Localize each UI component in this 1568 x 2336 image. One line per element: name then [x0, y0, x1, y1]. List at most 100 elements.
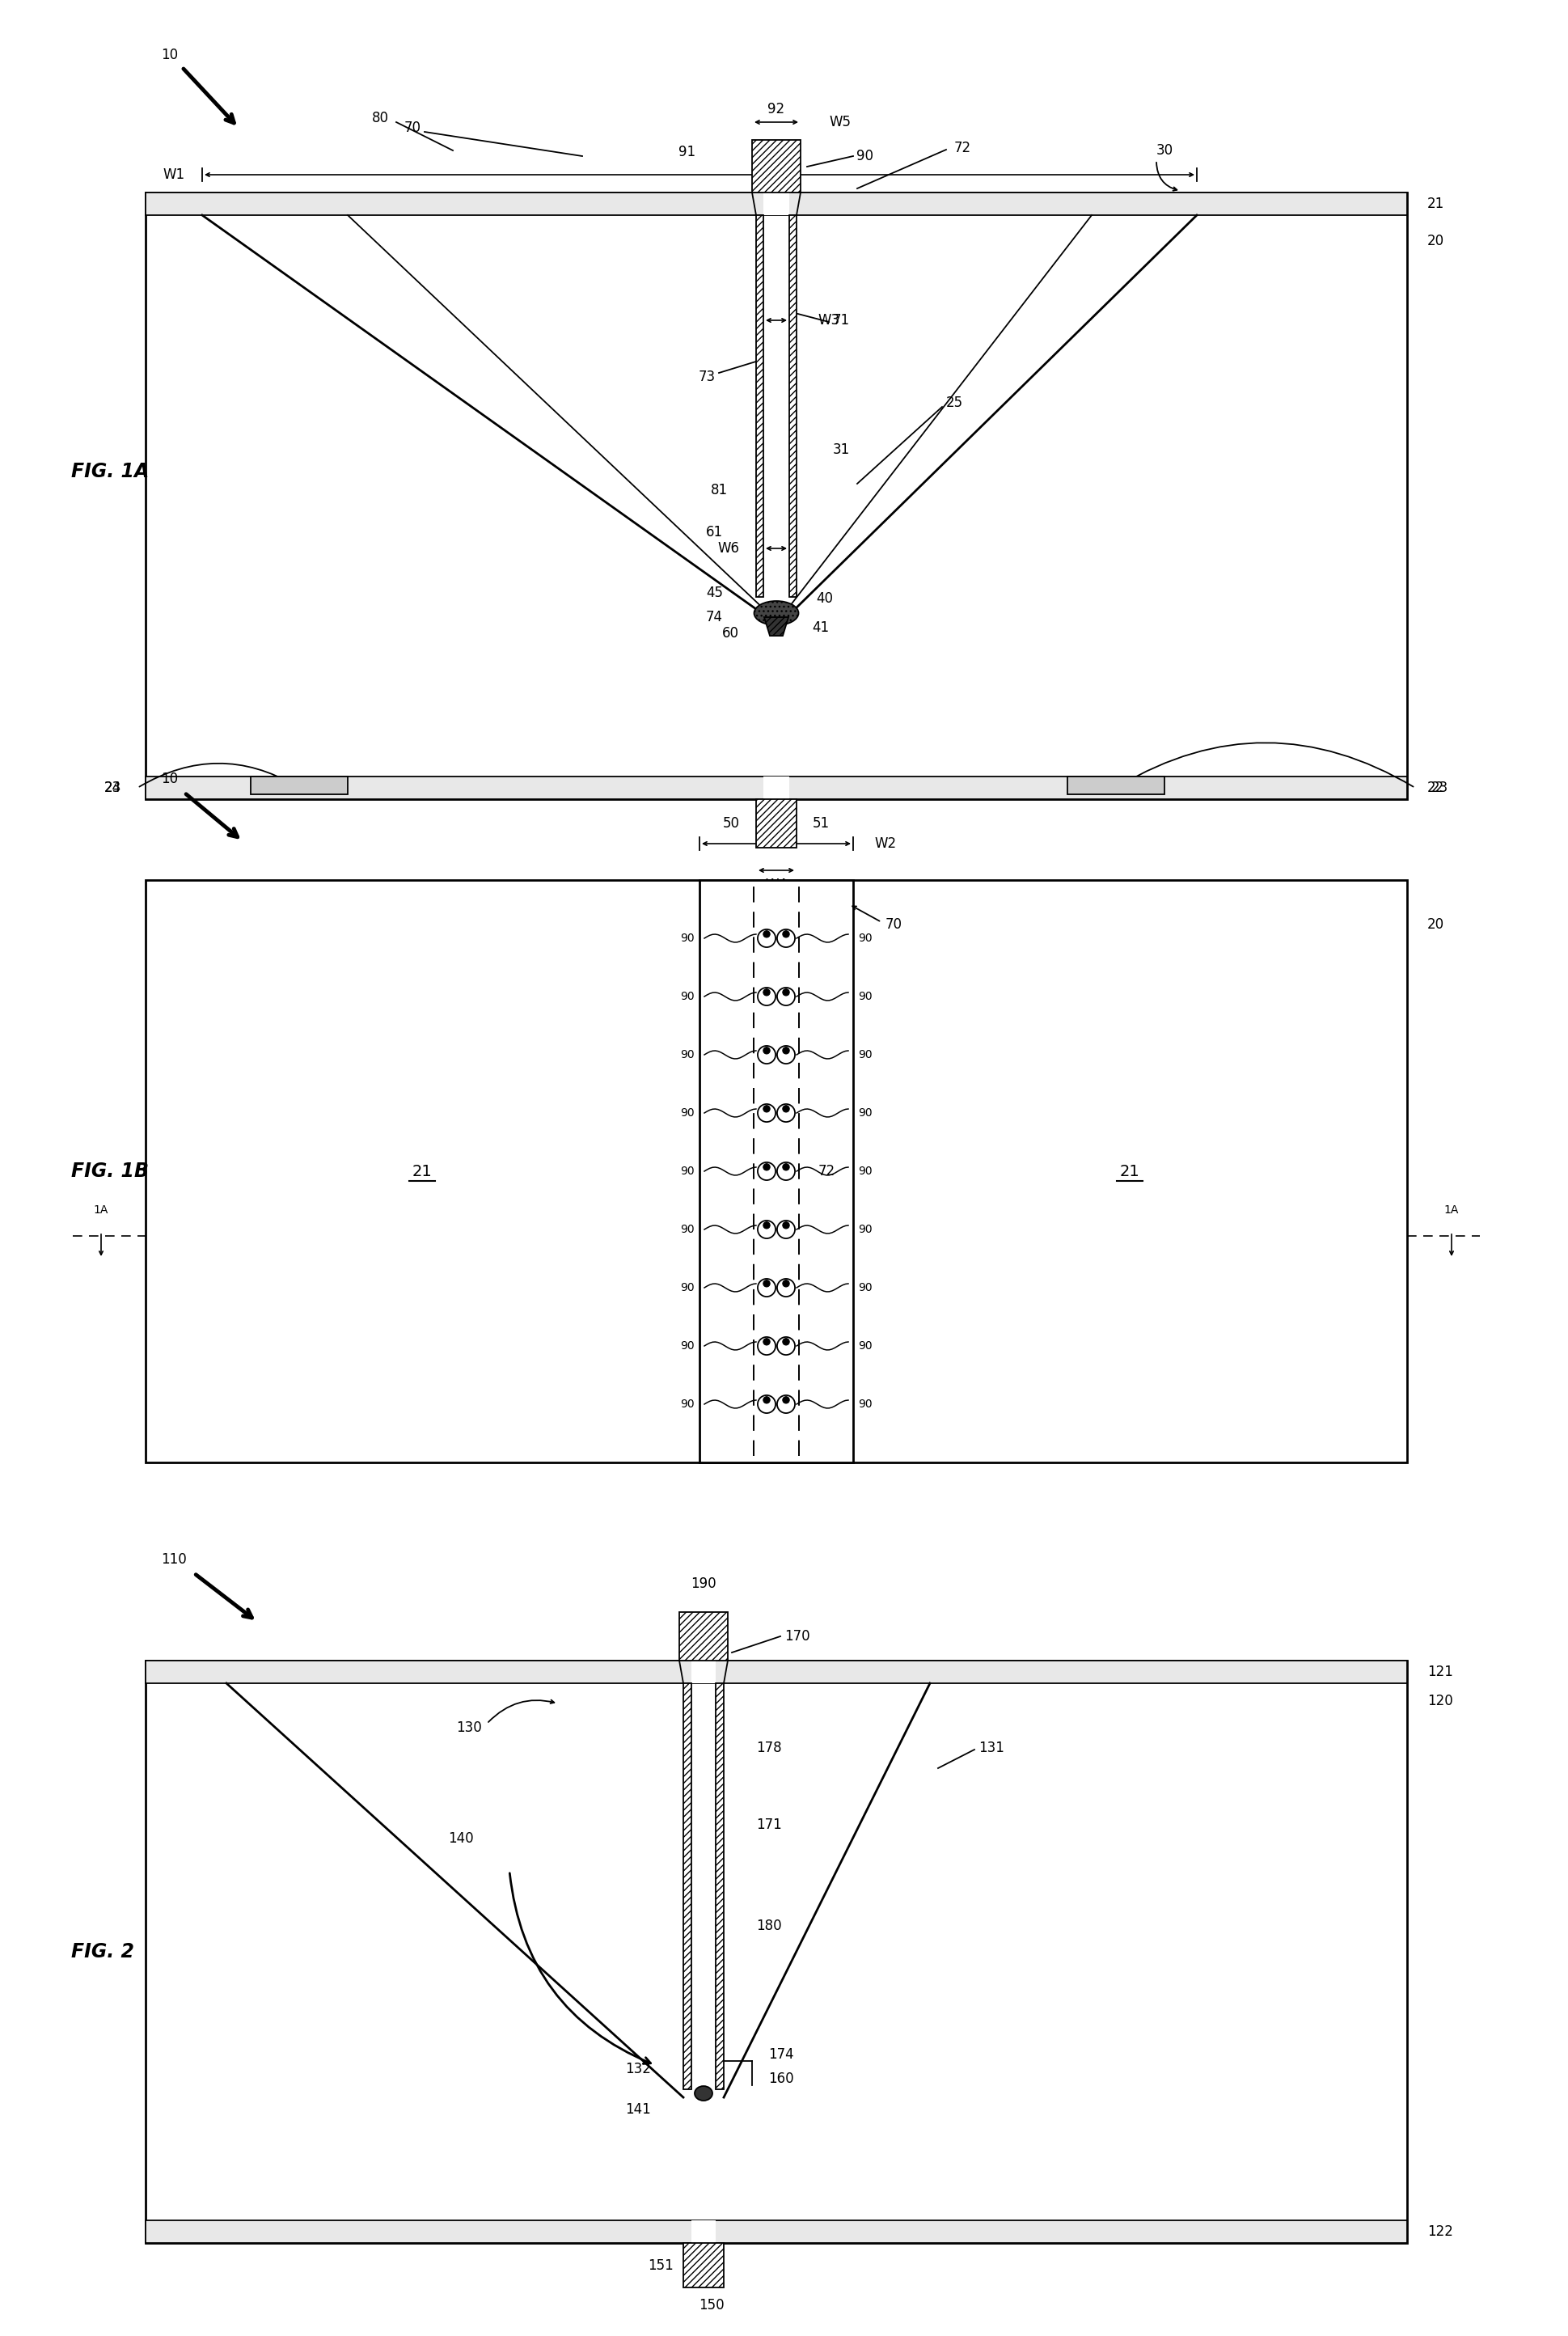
- Circle shape: [778, 1047, 795, 1063]
- Text: 30: 30: [1156, 142, 1173, 159]
- Text: 25: 25: [946, 395, 963, 411]
- Text: 122: 122: [1427, 2224, 1454, 2238]
- Circle shape: [757, 1047, 776, 1063]
- Text: W3: W3: [817, 313, 839, 327]
- FancyArrowPatch shape: [183, 68, 234, 124]
- Text: W4: W4: [765, 878, 787, 892]
- Bar: [146, 2219, 1406, 2243]
- Circle shape: [757, 1278, 776, 1296]
- Text: 72: 72: [818, 1163, 836, 1180]
- Bar: [146, 881, 1406, 1462]
- Text: 90: 90: [681, 1107, 695, 1119]
- Text: 10: 10: [162, 771, 179, 787]
- Bar: [764, 192, 789, 215]
- Text: 140: 140: [448, 1831, 474, 1845]
- Text: W1: W1: [163, 168, 185, 182]
- Text: 132: 132: [626, 2063, 651, 2077]
- Bar: [146, 1661, 1406, 1684]
- Circle shape: [764, 1105, 770, 1112]
- Bar: [691, 1661, 715, 1684]
- Text: 160: 160: [768, 2072, 793, 2086]
- Circle shape: [757, 1395, 776, 1413]
- Text: 120: 120: [1427, 1694, 1454, 1708]
- Circle shape: [764, 1047, 770, 1054]
- Text: 20: 20: [1427, 234, 1444, 248]
- Text: 110: 110: [162, 1551, 187, 1567]
- Text: 90: 90: [858, 1224, 872, 1236]
- Circle shape: [764, 1397, 770, 1404]
- Bar: [753, 140, 801, 192]
- Text: 151: 151: [648, 2259, 674, 2273]
- Text: 91: 91: [679, 145, 696, 159]
- Bar: [699, 881, 853, 1462]
- Text: 90: 90: [858, 1282, 872, 1294]
- Circle shape: [782, 1222, 789, 1229]
- Bar: [691, 2219, 715, 2243]
- Polygon shape: [764, 617, 789, 635]
- Text: 170: 170: [784, 1628, 811, 1645]
- Text: 23: 23: [103, 780, 121, 794]
- Circle shape: [764, 1280, 770, 1287]
- Text: 31: 31: [833, 442, 850, 458]
- Circle shape: [782, 1280, 789, 1287]
- Text: 21: 21: [1427, 196, 1444, 210]
- Text: 90: 90: [681, 1049, 695, 1061]
- Circle shape: [764, 1339, 770, 1346]
- Circle shape: [778, 1219, 795, 1238]
- Text: 90: 90: [856, 150, 873, 164]
- Text: 22: 22: [1427, 780, 1444, 794]
- Bar: [146, 776, 1406, 799]
- Text: 21: 21: [1120, 1163, 1140, 1180]
- Bar: [251, 776, 348, 794]
- Circle shape: [764, 988, 770, 995]
- Text: 24: 24: [103, 780, 121, 794]
- Text: 90: 90: [858, 1341, 872, 1353]
- Circle shape: [757, 1163, 776, 1180]
- Text: 70: 70: [405, 121, 420, 135]
- Text: 90: 90: [858, 1107, 872, 1119]
- Text: 130: 130: [456, 1719, 481, 1736]
- Text: W2: W2: [875, 836, 897, 850]
- Text: FIG. 1A: FIG. 1A: [71, 463, 149, 481]
- Circle shape: [778, 1163, 795, 1180]
- Text: 1A: 1A: [1444, 1205, 1458, 1215]
- Circle shape: [764, 1222, 770, 1229]
- Circle shape: [757, 1336, 776, 1355]
- Bar: [715, 1684, 724, 2088]
- Text: 40: 40: [817, 591, 833, 605]
- Circle shape: [757, 988, 776, 1004]
- Circle shape: [778, 930, 795, 946]
- Text: 90: 90: [858, 1399, 872, 1411]
- Circle shape: [782, 1163, 789, 1170]
- Text: 41: 41: [812, 621, 829, 635]
- Text: 81: 81: [710, 484, 728, 498]
- Text: 80: 80: [372, 110, 389, 126]
- Text: 178: 178: [756, 1740, 782, 1754]
- Text: 174: 174: [768, 2046, 793, 2063]
- Text: FIG. 2: FIG. 2: [71, 1941, 135, 1962]
- Text: 61: 61: [706, 526, 723, 540]
- Text: 121: 121: [1427, 1666, 1454, 1680]
- Text: 73: 73: [698, 369, 715, 383]
- Bar: [146, 192, 1406, 215]
- Bar: [684, 2243, 724, 2287]
- Text: 71: 71: [833, 313, 850, 327]
- Circle shape: [778, 1278, 795, 1296]
- Circle shape: [778, 1336, 795, 1355]
- Circle shape: [778, 1395, 795, 1413]
- Bar: [764, 776, 789, 799]
- Bar: [756, 799, 797, 848]
- Text: 70: 70: [886, 918, 903, 932]
- Bar: [679, 1612, 728, 1661]
- Circle shape: [782, 988, 789, 995]
- Text: 23: 23: [1432, 780, 1449, 794]
- Text: 90: 90: [858, 932, 872, 944]
- Text: 51: 51: [812, 815, 829, 832]
- Text: FIG. 1B: FIG. 1B: [71, 1161, 149, 1182]
- Text: 90: 90: [858, 1049, 872, 1061]
- Text: 171: 171: [756, 1817, 782, 1831]
- Text: 180: 180: [756, 1918, 782, 1934]
- Bar: [146, 1661, 1406, 2243]
- Circle shape: [778, 988, 795, 1004]
- Circle shape: [757, 1219, 776, 1238]
